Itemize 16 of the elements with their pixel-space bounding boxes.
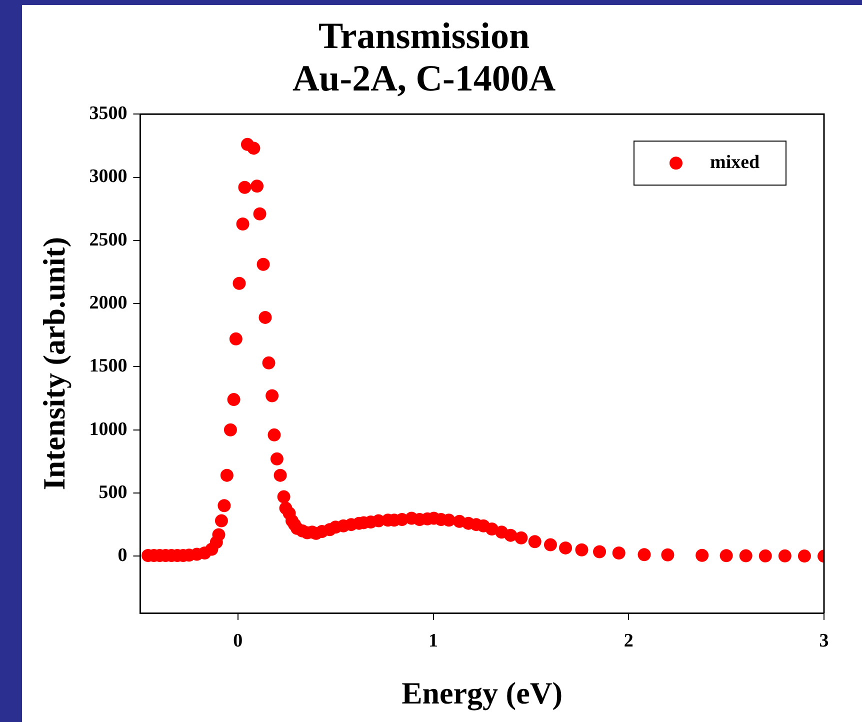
x-axis-title: Energy (eV) <box>402 675 563 710</box>
x-tick-label: 0 <box>233 630 243 652</box>
y-tick-label: 1500 <box>89 356 128 377</box>
y-tick-label: 2000 <box>89 292 128 314</box>
y-tick-label: 3500 <box>89 103 128 124</box>
y-axis-title: Intensity (arb.unit) <box>36 236 72 490</box>
x-tick-label: 1 <box>428 630 438 652</box>
y-tick-label: 2500 <box>89 229 128 250</box>
x-tick-label: 2 <box>624 630 634 652</box>
chart-title: Transmission Au-2A, C-1400A <box>292 16 556 100</box>
y-tick-label: 3000 <box>89 166 128 188</box>
y-tick-label: 1000 <box>89 418 128 440</box>
x-tick-label: 3 <box>819 630 829 652</box>
legend-label: mixed <box>710 152 760 174</box>
y-tick-label: 500 <box>98 482 128 503</box>
y-tick-label: 0 <box>118 545 128 566</box>
